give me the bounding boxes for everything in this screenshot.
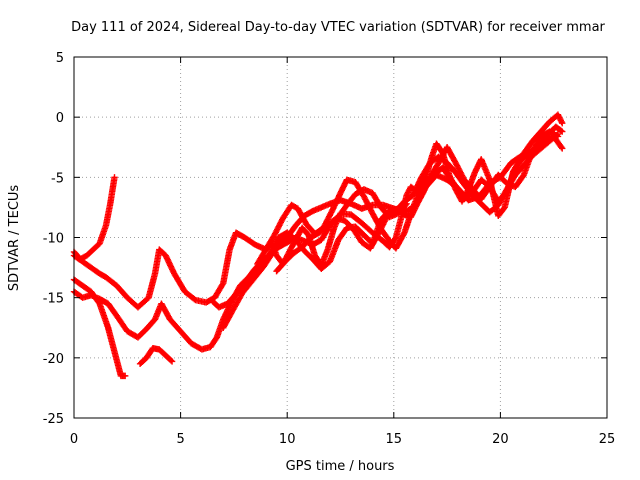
data-point	[403, 200, 410, 208]
data-point	[121, 372, 129, 380]
data-point	[559, 145, 566, 152]
y-tick-label: -20	[43, 352, 64, 367]
x-tick-label: 0	[70, 432, 78, 447]
data-point	[554, 133, 562, 140]
x-tick-label: 10	[279, 432, 296, 447]
x-tick-label: 20	[492, 432, 509, 447]
series-1	[70, 174, 118, 263]
y-tick-label: 0	[56, 111, 64, 126]
y-tick-label: 5	[56, 51, 64, 66]
data-point	[219, 281, 226, 288]
data-marks	[70, 111, 566, 380]
series-8	[209, 186, 410, 311]
y-tick-label: -25	[43, 412, 64, 427]
data-point	[559, 119, 566, 127]
x-axis-label: GPS time / hours	[286, 459, 395, 474]
data-point	[402, 201, 409, 209]
x-tick-label: 5	[176, 432, 184, 447]
series-9	[254, 128, 562, 268]
data-point	[558, 118, 565, 125]
y-tick-label: -5	[51, 171, 64, 186]
x-tick-label: 15	[386, 432, 403, 447]
data-point	[559, 128, 566, 135]
x-axis: 0 5 10 15 20 25	[70, 57, 615, 447]
data-point	[168, 358, 176, 365]
chart-title: Day 111 of 2024, Sidereal Day-to-day VTE…	[71, 20, 605, 35]
y-axis: -25 -20 -15 -10 -5 0 5	[43, 51, 607, 427]
data-point	[557, 127, 565, 135]
x-tick-label: 25	[599, 432, 616, 447]
y-tick-label: -10	[43, 232, 64, 247]
series-4	[70, 123, 566, 311]
y-axis-label: SDTVAR / TECUs	[7, 185, 22, 292]
data-point	[111, 174, 118, 181]
y-tick-label: -15	[43, 292, 64, 307]
series-3	[136, 345, 176, 368]
data-point	[558, 144, 565, 151]
data-point	[167, 357, 175, 364]
series-6	[220, 133, 566, 331]
